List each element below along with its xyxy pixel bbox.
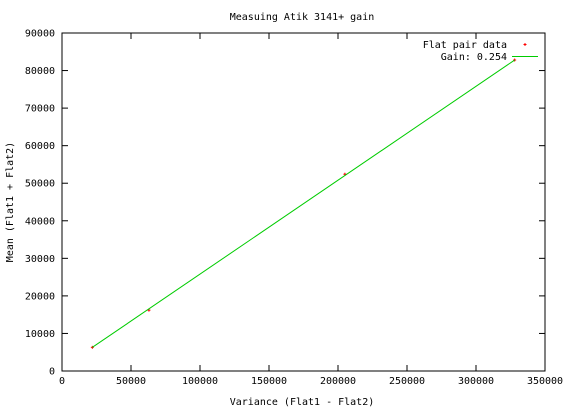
y-tick-label: 20000 (25, 291, 55, 302)
x-tick-label: 0 (59, 376, 65, 387)
x-tick-label: 150000 (251, 376, 287, 387)
y-tick-label: 70000 (25, 104, 55, 115)
plot-area (90, 58, 517, 349)
y-tick-label: 40000 (25, 216, 55, 227)
legend-label: Gain: 0.254 (441, 52, 507, 63)
y-tick-label: 0 (49, 367, 55, 378)
y-tick-label: 80000 (25, 66, 55, 77)
plot-frame (61, 32, 546, 372)
x-axis-label: Variance (Flat1 - Flat2) (230, 397, 375, 408)
x-tick-label: 350000 (527, 376, 563, 387)
legend-label: Flat pair data (423, 40, 507, 51)
axis-ticks: 0 50000 100000 150000 200000 250000 300000 3500… (25, 29, 563, 388)
y-tick-label: 60000 (25, 141, 55, 152)
y-tick-label: 10000 (25, 329, 55, 340)
x-tick-label: 300000 (458, 376, 494, 387)
fit-line (92, 59, 515, 348)
x-tick-label: 50000 (116, 376, 146, 387)
y-tick-label: 30000 (25, 254, 55, 265)
x-tick-label: 250000 (389, 376, 425, 387)
chart-title: Measuing Atik 3141+ gain (230, 12, 375, 23)
y-tick-label: 50000 (25, 179, 55, 190)
x-tick-label: 200000 (320, 376, 356, 387)
y-tick-label: 90000 (25, 29, 55, 40)
y-axis-label: Mean (Flat1 + Flat2) (5, 142, 16, 262)
x-tick-label: 100000 (182, 376, 218, 387)
